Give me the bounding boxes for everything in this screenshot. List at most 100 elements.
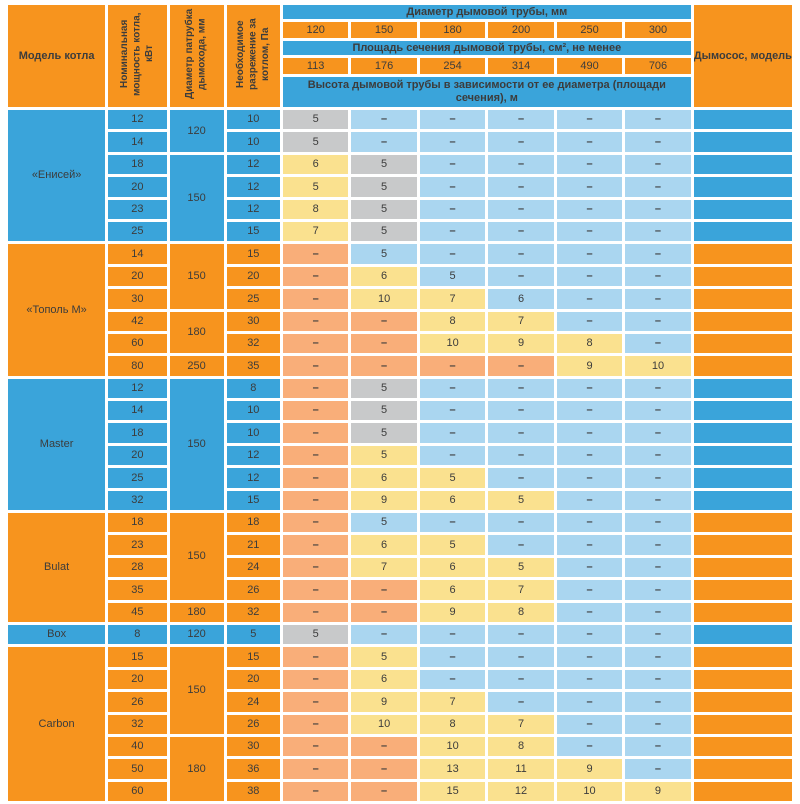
- height-cell: –: [419, 423, 486, 443]
- height-cell: –: [556, 557, 623, 578]
- table-row: «Тополь М» 14 150 15–5– – – –: [8, 244, 792, 376]
- power-cell: 40: [108, 736, 167, 757]
- height-cell: 9: [556, 356, 623, 376]
- height-cell: –: [419, 445, 486, 466]
- model-column-header: Модель котла: [8, 5, 106, 107]
- table-row: «Енисей» 12 120 10 5– – – – –: [8, 110, 792, 242]
- vacuum-cell: 30: [226, 736, 280, 757]
- vacuum-cell: 25: [226, 289, 280, 309]
- vacuum-cell: 12: [226, 154, 280, 175]
- exhauster-cell: [693, 602, 792, 622]
- height-cell: –: [556, 423, 623, 443]
- height-cell: –: [419, 221, 486, 242]
- vacuum-column-header: Необходимое разрежение за котлом, Па: [226, 5, 280, 107]
- table-row: 14 10–5– – – –: [8, 401, 792, 421]
- table-row: 26 24–9 7– – –: [8, 692, 792, 712]
- height-cell: 9: [556, 759, 623, 779]
- height-cell: –: [556, 714, 623, 734]
- height-cell: –: [625, 513, 691, 533]
- model-cell: «Тополь М»: [8, 244, 106, 376]
- height-cell: –: [556, 647, 623, 667]
- power-cell: 32: [108, 490, 167, 511]
- height-cell: –: [488, 244, 554, 264]
- height-cell: 9: [351, 490, 417, 511]
- height-cell: –: [282, 378, 349, 399]
- height-cell: –: [625, 333, 691, 354]
- area-title-bar: Площадь сечения дымовой трубы, см², не м…: [282, 41, 691, 55]
- height-cell: 6: [351, 535, 417, 555]
- pipe-column-header: Диаметр патрубка дымохода, мм: [169, 5, 224, 107]
- height-cell: –: [625, 445, 691, 466]
- table-row: Carbon 15 150 15–5– – – –: [8, 647, 792, 802]
- power-cell: 32: [108, 714, 167, 734]
- power-cell: 20: [108, 266, 167, 287]
- height-cell: –: [419, 177, 486, 197]
- table-row: 32 26–10 8 7– –: [8, 714, 792, 734]
- height-cell: 7: [351, 557, 417, 578]
- table-row: 20 12–5– – – –: [8, 445, 792, 466]
- height-cell: –: [488, 647, 554, 667]
- height-cell: –: [282, 266, 349, 287]
- height-cell: –: [625, 669, 691, 690]
- height-cell: –: [556, 311, 623, 331]
- power-cell: 42: [108, 311, 167, 331]
- height-cell: –: [556, 401, 623, 421]
- power-cell: 14: [108, 401, 167, 421]
- pipe-diameter-cell: 150: [169, 378, 224, 511]
- height-cell: –: [556, 669, 623, 690]
- height-cell: 5: [419, 266, 486, 287]
- height-cell: –: [488, 669, 554, 690]
- table-row: 60 38– –15 12 10 9: [8, 781, 792, 802]
- height-cell: –: [419, 647, 486, 667]
- height-cell: –: [419, 199, 486, 219]
- pipe-diameter-cell: 150: [169, 647, 224, 734]
- height-cell: –: [625, 110, 691, 130]
- height-cell: –: [556, 177, 623, 197]
- table-header: Модель котла Номинальная мощность котла,…: [8, 5, 792, 107]
- table-row: 20 12 5 5– – – –: [8, 177, 792, 197]
- table-row: Bulat 18 150 18–5– – – –: [8, 513, 792, 622]
- vacuum-cell: 32: [226, 333, 280, 354]
- power-cell: 12: [108, 110, 167, 130]
- height-cell: 6: [351, 266, 417, 287]
- height-title-text: Высота дымовой трубы в зависимости от ее…: [307, 79, 666, 104]
- height-cell: –: [488, 110, 554, 130]
- height-cell: –: [282, 647, 349, 667]
- height-title-bar: Высота дымовой трубы в зависимости от ее…: [282, 77, 691, 107]
- vacuum-cell: 26: [226, 580, 280, 600]
- diameter-values-row: 120 150 180 200 250 300: [8, 22, 792, 38]
- vacuum-cell: 10: [226, 423, 280, 443]
- table-row: 23 12 8 5– – – –: [8, 199, 792, 219]
- height-cell: 5: [488, 490, 554, 511]
- area-values-row: 113 176 254 314 490 706: [8, 58, 792, 74]
- table-row: 14 10 5– – – – –: [8, 132, 792, 152]
- height-cell: –: [488, 513, 554, 533]
- height-cell: 10: [625, 356, 691, 376]
- power-cell: 30: [108, 289, 167, 309]
- height-cell: –: [488, 423, 554, 443]
- power-cell: 20: [108, 445, 167, 466]
- area-value: 113: [282, 58, 349, 74]
- diameter-value: 120: [282, 22, 349, 38]
- exhauster-cell: [693, 624, 792, 645]
- height-cell: 10: [419, 333, 486, 354]
- diameter-title-bar: Диаметр дымовой трубы, мм: [282, 5, 691, 19]
- height-cell: –: [488, 132, 554, 152]
- vacuum-cell: 15: [226, 647, 280, 667]
- power-cell: 15: [108, 647, 167, 667]
- height-cell: –: [556, 266, 623, 287]
- height-cell: 7: [419, 289, 486, 309]
- height-cell: 10: [556, 781, 623, 802]
- table-row: 45 180 32– –9 8– –: [8, 602, 792, 622]
- height-cell: –: [351, 132, 417, 152]
- power-column-header: Номинальная мощность котла, кВт: [108, 5, 167, 107]
- height-cell: –: [351, 736, 417, 757]
- exhauster-cell: [693, 154, 792, 175]
- height-cell: –: [625, 221, 691, 242]
- exhauster-column-header: Дымосос, модель: [693, 5, 792, 107]
- exhauster-cell: [693, 423, 792, 443]
- model-cell: Master: [8, 378, 106, 511]
- vacuum-cell: 5: [226, 624, 280, 645]
- table-row: 42 180 30– –8 7– –: [8, 311, 792, 354]
- height-cell: 8: [282, 199, 349, 219]
